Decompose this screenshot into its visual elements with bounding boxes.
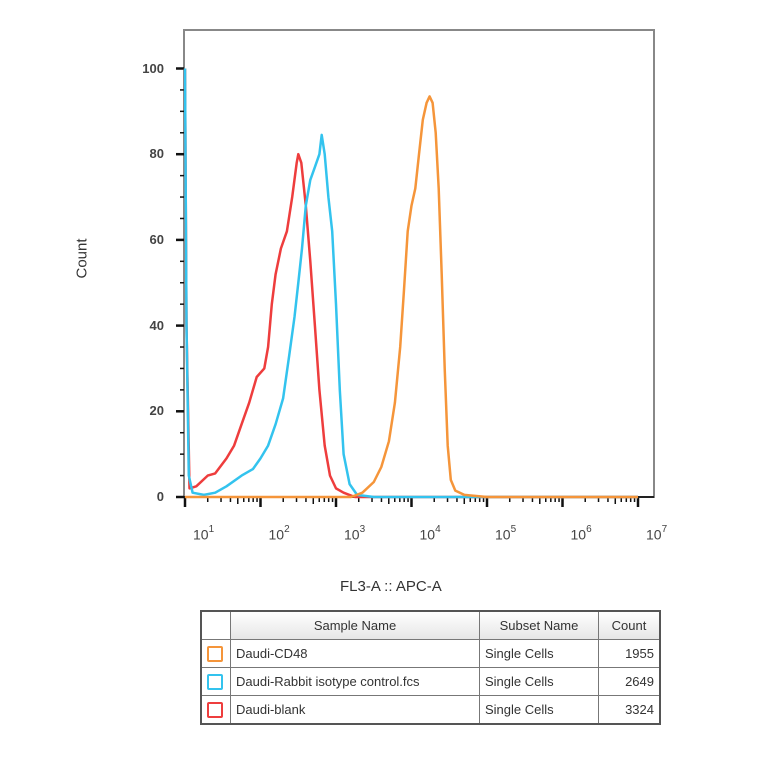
event-count: 2649 bbox=[598, 667, 661, 696]
legend-header-row: Sample Name Subset Name Count bbox=[200, 610, 661, 640]
legend-row: Daudi-blank Single Cells 3324 bbox=[200, 695, 661, 725]
subset-name: Single Cells bbox=[479, 695, 599, 725]
x-tick-label: 106 bbox=[570, 524, 592, 543]
event-count: 1955 bbox=[598, 639, 661, 668]
subset-name: Single Cells bbox=[479, 667, 599, 696]
histogram-plot bbox=[176, 29, 655, 507]
cyan-swatch-icon bbox=[207, 673, 223, 690]
histogram-curve bbox=[183, 68, 638, 499]
y-tick-label: 40 bbox=[149, 317, 164, 333]
histogram-curve bbox=[183, 68, 638, 499]
legend-swatch-cell bbox=[200, 667, 231, 696]
histogram-curve bbox=[185, 95, 638, 499]
x-tick-label: 105 bbox=[495, 524, 517, 543]
legend-swatch-cell bbox=[200, 695, 231, 725]
sample-name: Daudi-CD48 bbox=[230, 639, 480, 668]
swatch-column-header bbox=[200, 610, 231, 640]
red-swatch-icon bbox=[207, 701, 223, 718]
legend-row: Daudi-CD48 Single Cells 1955 bbox=[200, 639, 661, 668]
sample-name: Daudi-blank bbox=[230, 695, 480, 725]
x-tick-label: 102 bbox=[268, 524, 290, 543]
x-tick-label: 101 bbox=[193, 524, 215, 543]
x-axis-title: FL3-A :: APC-A bbox=[340, 578, 442, 595]
x-tick-label: 104 bbox=[419, 524, 441, 543]
plot-frame bbox=[183, 29, 655, 498]
subset-name: Single Cells bbox=[479, 639, 599, 668]
y-tick-label: 60 bbox=[149, 231, 164, 247]
legend-row: Daudi-Rabbit isotype control.fcs Single … bbox=[200, 667, 661, 696]
y-tick-label: 20 bbox=[149, 403, 164, 419]
x-axis bbox=[183, 496, 654, 507]
x-tick-label: 103 bbox=[344, 524, 366, 543]
legend-table: Sample Name Subset Name Count Daudi-CD48… bbox=[200, 610, 661, 725]
sample-name-header: Sample Name bbox=[230, 610, 480, 640]
sample-name: Daudi-Rabbit isotype control.fcs bbox=[230, 667, 480, 696]
event-count: 3324 bbox=[598, 695, 661, 725]
legend-swatch-cell bbox=[200, 639, 231, 668]
x-tick-label: 107 bbox=[646, 524, 668, 543]
histogram-curves bbox=[183, 68, 638, 499]
orange-swatch-icon bbox=[207, 645, 223, 662]
y-tick-label: 80 bbox=[149, 146, 164, 162]
count-header: Count bbox=[598, 610, 661, 640]
y-tick-label: 100 bbox=[142, 60, 164, 76]
y-tick-label: 0 bbox=[156, 489, 164, 504]
y-axis bbox=[176, 67, 184, 499]
subset-name-header: Subset Name bbox=[479, 610, 599, 640]
y-axis-title: Count bbox=[73, 238, 91, 279]
